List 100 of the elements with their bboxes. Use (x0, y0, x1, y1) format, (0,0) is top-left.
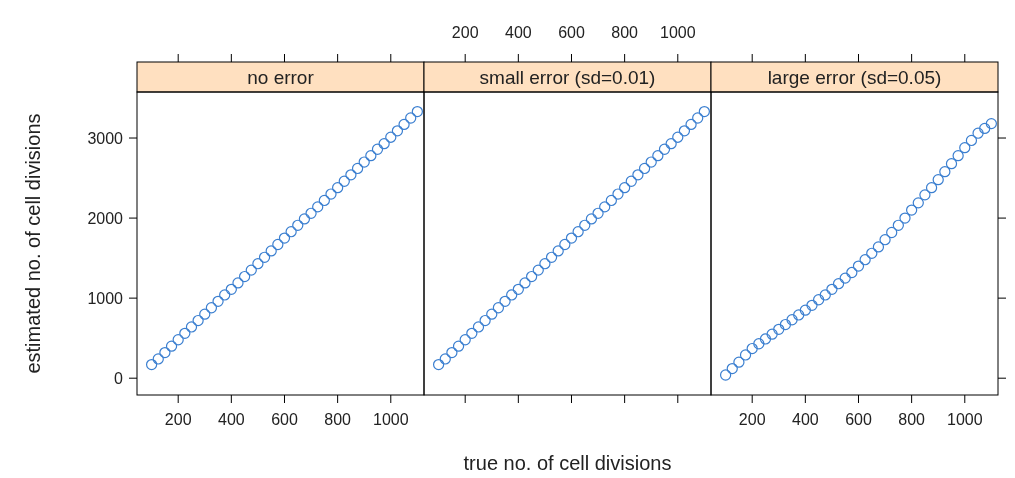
point (292, 219, 304, 231)
x-tick-label: 800 (898, 411, 926, 428)
point (866, 247, 878, 259)
point (565, 232, 578, 244)
point (979, 122, 991, 135)
point (793, 309, 805, 321)
x-tick-label: 1000 (372, 411, 409, 428)
point (759, 333, 772, 345)
x-tick-label: 600 (845, 411, 872, 428)
point (632, 169, 644, 181)
point (939, 166, 951, 178)
point (452, 340, 465, 352)
point (766, 328, 778, 340)
point (265, 245, 277, 257)
point (925, 182, 938, 194)
point (525, 270, 538, 283)
point (579, 219, 591, 231)
point (806, 299, 818, 311)
point (492, 302, 505, 314)
point (658, 143, 671, 155)
point (592, 207, 604, 219)
point (879, 234, 891, 246)
point (532, 264, 544, 276)
y-tick-label: 0 (114, 370, 124, 388)
point (405, 112, 417, 124)
point (238, 270, 251, 283)
point (839, 272, 851, 284)
x-tick-label: 400 (504, 24, 532, 41)
point (599, 201, 611, 213)
point (552, 245, 564, 257)
point (272, 238, 284, 251)
point (773, 323, 785, 335)
y-axis-title: estimated no. of cell divisions (22, 113, 44, 374)
point (351, 162, 364, 175)
point (786, 314, 798, 326)
point (512, 283, 524, 295)
point (665, 138, 677, 150)
point (625, 175, 637, 187)
point (185, 321, 198, 333)
point (318, 194, 330, 207)
point (398, 118, 410, 131)
point (385, 131, 397, 143)
point (945, 158, 958, 170)
point (298, 213, 311, 225)
point (145, 358, 158, 371)
x-tick-label: 400 (217, 411, 245, 428)
point (886, 226, 898, 239)
point (365, 150, 377, 162)
point (472, 321, 485, 333)
point (872, 241, 885, 253)
point (572, 226, 584, 238)
point (432, 358, 445, 371)
point (585, 213, 598, 225)
point (605, 194, 617, 207)
point (212, 295, 224, 307)
point (846, 266, 858, 279)
point (152, 353, 164, 365)
x-tick-label: 200 (738, 411, 766, 428)
point (739, 349, 752, 361)
x-tick-label: 400 (791, 411, 819, 428)
point (799, 304, 811, 316)
point (205, 302, 218, 314)
point (779, 318, 792, 331)
point (812, 294, 825, 306)
point (219, 289, 231, 301)
point (312, 201, 324, 213)
point (638, 162, 651, 175)
chart-title: no error (247, 67, 315, 88)
x-tick-label: 600 (558, 24, 585, 41)
point (685, 118, 697, 131)
point (746, 342, 758, 355)
point (179, 327, 191, 339)
point (618, 182, 631, 194)
point (905, 204, 918, 216)
point (932, 174, 944, 186)
y-tick-label: 1000 (87, 290, 124, 308)
point (285, 226, 297, 238)
point (819, 289, 831, 301)
point (331, 182, 344, 194)
point (506, 289, 518, 301)
point (672, 131, 684, 143)
point (539, 258, 551, 270)
x-tick-label: 600 (271, 411, 298, 428)
point (391, 125, 404, 137)
x-tick-label: 1000 (659, 24, 696, 41)
point (278, 232, 291, 244)
point (733, 356, 745, 368)
point (972, 127, 984, 139)
point (245, 264, 257, 276)
point (965, 134, 978, 147)
point (165, 340, 178, 352)
x-tick-label: 200 (164, 411, 192, 428)
point (252, 258, 264, 270)
point (225, 283, 237, 295)
point (892, 219, 904, 231)
point (912, 197, 924, 209)
point (652, 150, 664, 162)
point (545, 251, 558, 263)
point (232, 277, 244, 289)
point (358, 156, 370, 168)
